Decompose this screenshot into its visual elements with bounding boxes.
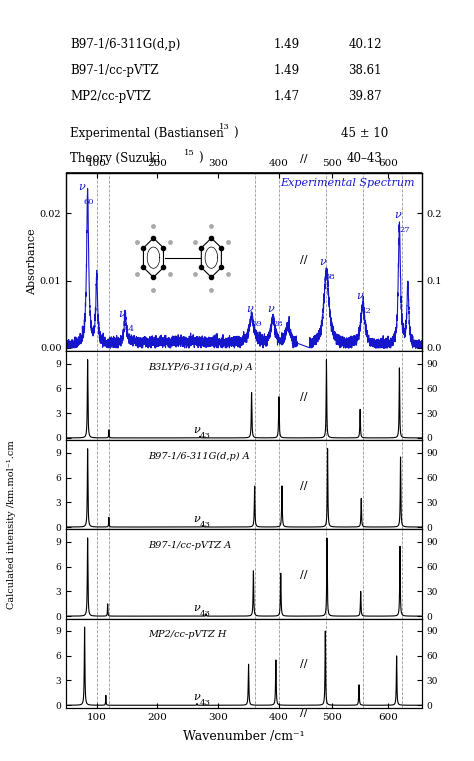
Text: //: // — [300, 154, 307, 164]
Text: 43: 43 — [200, 521, 210, 529]
Text: 40–43: 40–43 — [347, 152, 383, 165]
Text: 42: 42 — [361, 307, 372, 315]
Text: B97-1/cc-pVTZ: B97-1/cc-pVTZ — [70, 64, 158, 77]
Text: 43: 43 — [200, 432, 210, 440]
Text: 58: 58 — [325, 273, 335, 282]
Text: 44: 44 — [123, 325, 135, 333]
Text: ν: ν — [356, 291, 363, 301]
Text: B97-1/cc-pVTZ A: B97-1/cc-pVTZ A — [148, 541, 231, 550]
Text: 38.61: 38.61 — [348, 64, 382, 77]
Text: ν: ν — [395, 210, 401, 220]
Text: 1.47: 1.47 — [273, 90, 300, 103]
Text: B97-1/6-311G(d,p) A: B97-1/6-311G(d,p) A — [148, 452, 250, 461]
Text: ν: ν — [118, 309, 125, 319]
Text: Calculated intensity /km.mol⁻¹.cm: Calculated intensity /km.mol⁻¹.cm — [8, 441, 16, 610]
Text: 45 ± 10: 45 ± 10 — [341, 126, 389, 139]
Text: //: // — [300, 659, 307, 669]
Text: ): ) — [198, 152, 202, 165]
Text: ν: ν — [193, 514, 201, 524]
Text: 27: 27 — [400, 226, 410, 234]
Text: MP2/cc-pVTZ: MP2/cc-pVTZ — [70, 90, 151, 103]
Text: Experimental Spectrum: Experimental Spectrum — [280, 178, 415, 189]
Text: 60: 60 — [83, 198, 94, 206]
Text: ν: ν — [246, 304, 253, 314]
Text: Wavenumber /cm⁻¹: Wavenumber /cm⁻¹ — [183, 730, 305, 743]
Text: 15: 15 — [184, 149, 194, 157]
Text: 43: 43 — [200, 699, 210, 707]
Y-axis label: Absorbance: Absorbance — [27, 229, 37, 295]
Text: B3LYP/6-311G(d,p) A: B3LYP/6-311G(d,p) A — [148, 363, 253, 372]
Text: //: // — [300, 570, 307, 580]
Text: 1.49: 1.49 — [273, 38, 300, 51]
Text: ν: ν — [319, 257, 326, 267]
Text: ): ) — [233, 126, 238, 139]
Text: //: // — [300, 481, 307, 491]
Text: 40.12: 40.12 — [348, 38, 382, 51]
Text: 28: 28 — [272, 320, 283, 328]
Text: ν: ν — [193, 603, 201, 613]
Text: //: // — [300, 708, 307, 718]
Text: B97-1/6-311G(d,p): B97-1/6-311G(d,p) — [70, 38, 180, 51]
Text: 39.87: 39.87 — [348, 90, 382, 103]
Text: 1.49: 1.49 — [273, 64, 300, 77]
Text: ν: ν — [193, 693, 201, 702]
Text: Experimental (Bastiansen: Experimental (Bastiansen — [70, 126, 224, 139]
Text: MP2/cc-pVTZ H: MP2/cc-pVTZ H — [148, 630, 227, 639]
Text: 59: 59 — [251, 320, 262, 328]
Text: ν: ν — [78, 182, 85, 192]
Text: 43: 43 — [200, 610, 210, 618]
Text: 13: 13 — [219, 123, 230, 132]
Text: ν: ν — [193, 425, 201, 435]
Text: //: // — [300, 256, 307, 266]
Text: Theory (Suzuki: Theory (Suzuki — [70, 152, 160, 165]
Text: //: // — [300, 392, 307, 402]
Text: ν: ν — [267, 304, 273, 314]
